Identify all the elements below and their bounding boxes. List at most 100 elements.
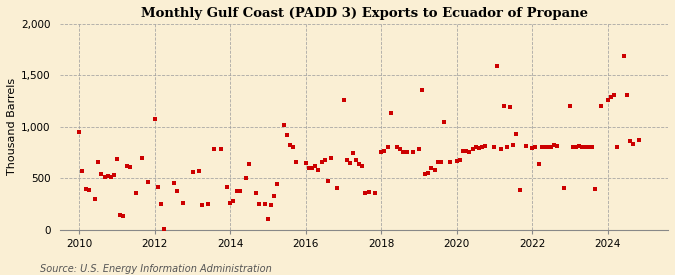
Point	[269, 194, 280, 198]
Point	[354, 162, 364, 166]
Point	[580, 145, 591, 150]
Point	[99, 175, 110, 180]
Point	[454, 158, 465, 162]
Point	[407, 149, 418, 154]
Title: Monthly Gulf Coast (PADD 3) Exports to Ecuador of Propane: Monthly Gulf Coast (PADD 3) Exports to E…	[141, 7, 588, 20]
Point	[379, 148, 389, 153]
Point	[156, 201, 167, 206]
Point	[194, 169, 205, 173]
Point	[530, 145, 541, 150]
Point	[508, 143, 518, 148]
Point	[609, 93, 620, 98]
Point	[376, 149, 387, 154]
Point	[325, 156, 336, 160]
Point	[137, 156, 148, 160]
Point	[533, 162, 544, 166]
Point	[149, 116, 160, 121]
Point	[74, 130, 85, 134]
Point	[577, 145, 588, 150]
Point	[115, 213, 126, 218]
Point	[241, 176, 252, 180]
Point	[624, 139, 635, 144]
Point	[401, 149, 412, 154]
Point	[111, 156, 122, 161]
Point	[178, 201, 188, 205]
Point	[423, 171, 434, 175]
Point	[505, 105, 516, 109]
Point	[209, 147, 220, 152]
Point	[272, 182, 283, 187]
Point	[526, 146, 537, 150]
Point	[263, 217, 273, 221]
Point	[445, 160, 456, 164]
Point	[196, 203, 207, 207]
Point	[253, 202, 264, 206]
Point	[520, 144, 531, 148]
Point	[168, 181, 179, 186]
Point	[143, 180, 154, 185]
Point	[473, 146, 484, 151]
Point	[357, 164, 368, 168]
Point	[439, 119, 450, 124]
Point	[467, 147, 478, 152]
Point	[350, 158, 361, 162]
Point	[549, 143, 560, 148]
Point	[232, 188, 242, 193]
Point	[90, 197, 101, 202]
Point	[539, 145, 550, 150]
Point	[171, 188, 182, 193]
Point	[492, 64, 503, 68]
Point	[590, 186, 601, 191]
Point	[341, 158, 352, 162]
Point	[279, 123, 290, 127]
Point	[461, 148, 472, 153]
Point	[369, 191, 380, 195]
Point	[331, 185, 342, 190]
Point	[77, 169, 88, 173]
Point	[414, 147, 425, 152]
Point	[552, 144, 563, 148]
Point	[568, 145, 578, 150]
Point	[222, 184, 233, 189]
Point	[102, 174, 113, 178]
Point	[291, 160, 302, 164]
Point	[618, 54, 629, 58]
Point	[480, 144, 491, 148]
Point	[363, 189, 374, 194]
Point	[203, 202, 214, 206]
Point	[313, 168, 323, 172]
Point	[228, 199, 239, 203]
Point	[306, 166, 317, 170]
Point	[124, 165, 135, 169]
Point	[225, 201, 236, 205]
Point	[420, 172, 431, 176]
Point	[121, 164, 132, 168]
Point	[612, 145, 622, 150]
Text: Source: U.S. Energy Information Administration: Source: U.S. Energy Information Administ…	[40, 264, 272, 274]
Point	[303, 166, 314, 170]
Point	[596, 104, 607, 108]
Point	[514, 188, 525, 192]
Point	[634, 138, 645, 142]
Point	[564, 104, 575, 108]
Point	[319, 158, 330, 163]
Point	[92, 160, 103, 164]
Point	[583, 145, 594, 150]
Point	[416, 88, 427, 92]
Point	[458, 148, 468, 153]
Point	[96, 172, 107, 176]
Point	[452, 159, 462, 163]
Point	[187, 170, 198, 174]
Point	[109, 173, 119, 177]
Point	[250, 191, 261, 195]
Point	[499, 104, 510, 108]
Point	[602, 97, 613, 102]
Point	[316, 160, 327, 164]
Point	[284, 143, 295, 148]
Point	[348, 150, 358, 155]
Point	[587, 145, 597, 150]
Point	[244, 162, 254, 166]
Point	[84, 188, 95, 192]
Point	[392, 145, 402, 150]
Point	[159, 227, 169, 232]
